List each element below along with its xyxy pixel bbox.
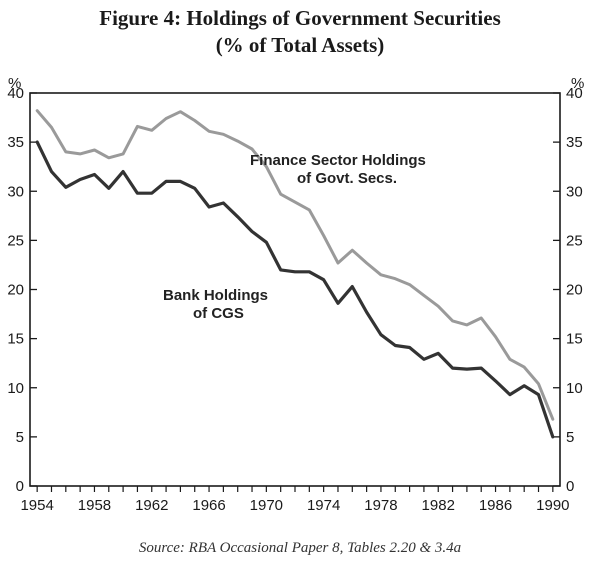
y-tick-label-left-25: 25 [7,232,24,249]
y-tick-label-right-15: 15 [566,331,583,348]
x-tick-label-1962: 1962 [135,497,168,514]
x-tick-label-1990: 1990 [536,497,569,514]
x-tick-label-1970: 1970 [250,497,283,514]
bank-series-label-line-2: of CGS [193,305,244,322]
y-tick-label-right-5: 5 [566,429,574,446]
x-tick-label-1966: 1966 [192,497,225,514]
chart-title-line-1: Figure 4: Holdings of Government Securit… [99,6,501,30]
y-tick-label-left-30: 30 [7,183,24,200]
x-tick-label-1978: 1978 [364,497,397,514]
y-unit-left: % [8,75,21,92]
y-tick-label-right-35: 35 [566,134,583,151]
finance-series-label-line-1: Finance Sector Holdings [250,152,426,169]
y-tick-label-right-20: 20 [566,282,583,299]
x-tick-label-1974: 1974 [307,497,340,514]
x-tick-label-1958: 1958 [78,497,111,514]
y-tick-label-left-40: 40 [7,85,24,102]
y-tick-label-left-35: 35 [7,134,24,151]
x-axis-ticks: 1954 1958 1962 1966 1970 1974 1978 1982 1986 1990 [20,486,570,514]
y-tick-label-left-15: 15 [7,331,24,348]
y-tick-label-right-25: 25 [566,232,583,249]
y-tick-label-left-0: 0 [16,478,24,495]
y-tick-label-right-40: 40 [566,85,583,102]
finance-sector-line [35,109,555,421]
x-tick-label-1986: 1986 [479,497,512,514]
y-tick-label-right-30: 30 [566,183,583,200]
y-axis-ticks: 0 0 5 5 10 10 15 15 20 20 25 25 30 30 35 35 40 40 [7,85,582,495]
bank-series-label-line-1: Bank Holdings [163,287,268,304]
y-tick-label-right-0: 0 [566,478,574,495]
y-tick-label-left-5: 5 [16,429,24,446]
y-tick-label-left-10: 10 [7,380,24,397]
bank-holdings-line [35,140,555,439]
y-tick-label-right-10: 10 [566,380,583,397]
series-lines [35,109,555,439]
source-note: Source: RBA Occasional Paper 8, Tables 2… [138,540,462,556]
x-tick-label-1982: 1982 [422,497,455,514]
chart-title-line-2: (% of Total Assets) [215,33,385,57]
y-tick-label-left-20: 20 [7,282,24,299]
finance-series-label-line-2: of Govt. Secs. [297,170,397,187]
x-tick-label-1954: 1954 [20,497,53,514]
y-unit-right: % [571,75,584,92]
